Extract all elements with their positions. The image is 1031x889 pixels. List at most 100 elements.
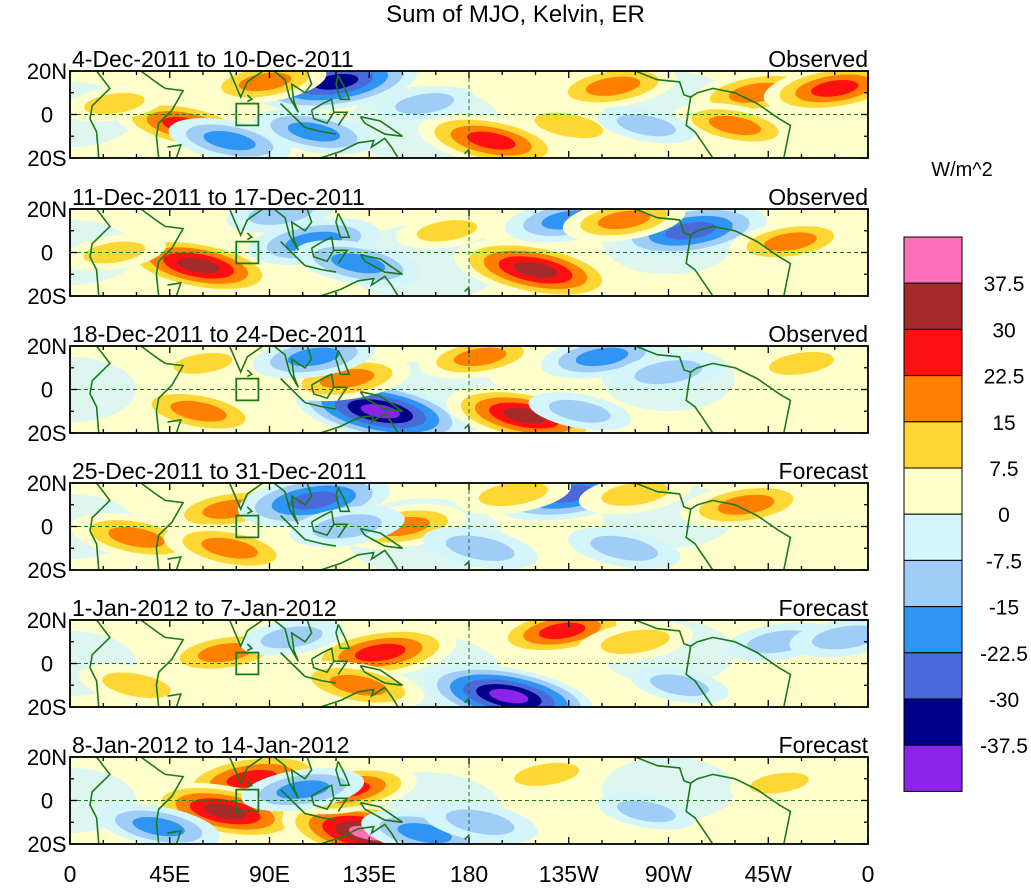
coastline	[246, 369, 254, 378]
panel-4: 20N 0 20S 25-Dec-2011 to 31-Dec-2011 Forecas…	[27, 458, 869, 583]
coastline	[320, 823, 399, 844]
coastline	[685, 782, 714, 844]
coastline	[335, 761, 351, 787]
coastline	[273, 209, 313, 251]
coastline	[140, 620, 185, 707]
anomaly-contour	[132, 816, 185, 837]
panel-date-label: 18-Dec-2011 to 24-Dec-2011	[72, 321, 367, 347]
anomaly-contour	[330, 253, 386, 274]
panel-field	[70, 620, 868, 707]
coastline	[635, 483, 792, 570]
coastline	[140, 209, 185, 296]
panel-date-label: 1-Jan-2012 to 7-Jan-2012	[72, 595, 337, 621]
panel-6: 20N 0 20S 8-Jan-2012 to 14-Jan-2012 Forecast	[27, 732, 869, 857]
anomaly-contour	[478, 483, 548, 507]
anomaly-contour	[534, 112, 604, 139]
colorbar-tick-label: -7.5	[986, 550, 1022, 573]
x-tick-label: 90W	[645, 861, 693, 887]
coastline	[89, 757, 111, 844]
coastline	[280, 378, 306, 404]
coastline	[280, 103, 306, 129]
y-tick-label: 0	[41, 789, 53, 814]
x-tick-label: 45E	[149, 861, 190, 887]
anomaly-contour	[287, 122, 340, 142]
coastline	[335, 212, 351, 239]
anomaly-contour	[360, 404, 400, 419]
coastline	[304, 401, 337, 410]
y-tick-label: 20N	[27, 197, 67, 222]
anomaly-contour	[549, 399, 611, 423]
colorbar-swatch	[903, 606, 963, 654]
coastline	[167, 281, 182, 296]
coastline	[685, 371, 714, 433]
x-tick-label: 0	[862, 861, 875, 887]
coastline	[89, 209, 111, 296]
coastline	[280, 515, 306, 541]
anomaly-contour	[665, 221, 716, 240]
reference-box	[235, 240, 260, 265]
coastline	[140, 71, 185, 158]
y-tick-label: 0	[41, 378, 53, 403]
coastline	[216, 620, 264, 649]
anomaly-contour	[355, 643, 406, 662]
colorbar-tick-label: -30	[989, 689, 1019, 712]
anomaly-contour	[811, 625, 868, 650]
anomaly-contour	[616, 114, 676, 137]
coastline	[635, 620, 792, 707]
anomaly-contour	[749, 772, 809, 794]
coastline	[635, 209, 792, 296]
coastline	[273, 346, 313, 388]
coastline	[635, 346, 792, 433]
coastline	[304, 264, 337, 273]
coastline	[216, 483, 264, 512]
x-tick-label: 0	[64, 861, 77, 887]
coastline	[320, 686, 399, 707]
coastline	[635, 71, 792, 158]
coastline	[333, 111, 349, 126]
coastline	[335, 624, 351, 650]
coastline	[280, 652, 306, 678]
panel-status-label: Forecast	[779, 595, 869, 621]
coastline	[246, 506, 254, 515]
colorbar-swatch	[903, 282, 963, 330]
anomaly-contour	[203, 130, 256, 151]
colorbar-tick-label: 0	[998, 504, 1010, 527]
anomaly-contour	[445, 535, 515, 561]
anomaly-contour	[177, 257, 220, 274]
coastline	[359, 664, 403, 687]
coastline	[216, 346, 264, 375]
panel-status-label: Forecast	[779, 732, 869, 758]
coastline	[685, 96, 714, 158]
anomaly-contour	[597, 210, 651, 230]
coastline	[685, 508, 714, 570]
colorbar-swatch	[903, 328, 963, 377]
colorbar-swatch	[903, 375, 963, 423]
colorbar-unit-label: W/m^2	[931, 159, 993, 181]
y-tick-label: 20N	[27, 334, 67, 359]
anomaly-contour	[197, 642, 253, 663]
anomaly-contour	[416, 220, 478, 242]
coastline	[167, 556, 182, 570]
colorbar-swatch	[903, 467, 963, 515]
reference-box	[235, 651, 260, 676]
x-tick-label: 90E	[249, 861, 290, 887]
anomaly-contour	[466, 131, 516, 150]
panel-3: 20N 0 20S 18-Dec-2011 to 24-Dec-2011 Observe…	[27, 321, 869, 446]
panel-date-label: 11-Dec-2011 to 17-Dec-2011	[72, 184, 365, 210]
panel-status-label: Observed	[768, 46, 868, 72]
y-tick-label: 20S	[27, 421, 66, 446]
coastline	[167, 143, 182, 158]
coastline	[273, 757, 313, 799]
y-tick-label: 20S	[27, 558, 66, 583]
colorbar-swatch	[903, 513, 963, 561]
anomaly-patch	[70, 356, 137, 423]
coastline	[333, 797, 349, 812]
reference-box	[235, 788, 260, 813]
anomaly-contour	[601, 483, 670, 506]
y-tick-label: 0	[41, 241, 53, 266]
colorbar-tick-label: 15	[992, 412, 1015, 435]
coastline	[167, 418, 182, 433]
coastline	[280, 789, 306, 815]
coastline	[140, 483, 185, 570]
